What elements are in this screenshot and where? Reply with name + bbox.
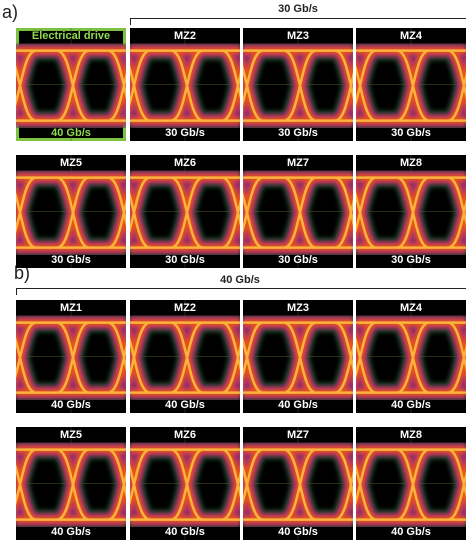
eye-trace (130, 28, 240, 141)
figure: a) 30 Gb/s b) 40 Gb/s Electrical drive40… (0, 0, 466, 541)
bit-rate: 40 Gb/s (243, 526, 353, 538)
eye-diagram: MZ5 40 Gb/s (16, 427, 126, 540)
eye-trace (130, 427, 240, 540)
eye-diagram: MZ6 30 Gb/s (130, 155, 240, 268)
bit-rate: 30 Gb/s (16, 254, 126, 266)
bracket-label: 40 Gb/s (220, 274, 260, 286)
panel-label: a) (2, 2, 18, 23)
bracket (16, 288, 466, 295)
eye-trace (16, 28, 126, 141)
panel-name: MZ5 (16, 429, 126, 441)
eye-diagram: MZ3 30 Gb/s (243, 28, 353, 141)
eye-trace (243, 300, 353, 413)
bit-rate: 30 Gb/s (130, 254, 240, 266)
eye-trace (16, 427, 126, 540)
eye-trace (356, 28, 466, 141)
eye-diagram: MZ2 30 Gb/s (130, 28, 240, 141)
eye-diagram: MZ7 40 Gb/s (243, 427, 353, 540)
eye-diagram: MZ7 30 Gb/s (243, 155, 353, 268)
panel-name: MZ6 (130, 429, 240, 441)
eye-trace (16, 300, 126, 413)
bit-rate: 30 Gb/s (356, 127, 466, 139)
eye-diagram: MZ8 40 Gb/s (356, 427, 466, 540)
bit-rate: 40 Gb/s (356, 526, 466, 538)
eye-diagram: MZ1 40 Gb/s (16, 300, 126, 413)
bracket (130, 18, 466, 25)
eye-diagram: MZ4 40 Gb/s (356, 300, 466, 413)
bit-rate: 40 Gb/s (16, 127, 126, 139)
eye-diagram: MZ8 30 Gb/s (356, 155, 466, 268)
panel-name: MZ3 (243, 30, 353, 42)
panel-name: MZ5 (16, 157, 126, 169)
bit-rate: 30 Gb/s (356, 254, 466, 266)
panel-name: MZ6 (130, 157, 240, 169)
bit-rate: 40 Gb/s (356, 399, 466, 411)
eye-diagram: MZ3 40 Gb/s (243, 300, 353, 413)
panel-name: MZ2 (130, 30, 240, 42)
eye-trace (130, 300, 240, 413)
eye-trace (243, 427, 353, 540)
bit-rate: 30 Gb/s (243, 254, 353, 266)
panel-name: MZ4 (356, 30, 466, 42)
eye-diagram: Electrical drive 40 Gb/s (16, 28, 126, 141)
eye-trace (356, 155, 466, 268)
panel-name: MZ1 (16, 302, 126, 314)
eye-trace (16, 155, 126, 268)
bit-rate: 40 Gb/s (243, 399, 353, 411)
eye-diagram: MZ6 40 Gb/s (130, 427, 240, 540)
eye-trace (356, 300, 466, 413)
eye-trace (243, 28, 353, 141)
panel-name: MZ3 (243, 302, 353, 314)
eye-trace (130, 155, 240, 268)
eye-diagram: MZ4 30 Gb/s (356, 28, 466, 141)
panel-name: Electrical drive (16, 30, 126, 42)
eye-diagram: MZ2 40 Gb/s (130, 300, 240, 413)
bit-rate: 30 Gb/s (243, 127, 353, 139)
eye-trace (243, 155, 353, 268)
bit-rate: 30 Gb/s (130, 127, 240, 139)
bit-rate: 40 Gb/s (130, 399, 240, 411)
eye-trace (356, 427, 466, 540)
panel-name: MZ7 (243, 157, 353, 169)
panel-name: MZ8 (356, 429, 466, 441)
bit-rate: 40 Gb/s (16, 526, 126, 538)
bit-rate: 40 Gb/s (130, 526, 240, 538)
panel-name: MZ8 (356, 157, 466, 169)
bit-rate: 40 Gb/s (16, 399, 126, 411)
bracket-label: 30 Gb/s (278, 3, 318, 15)
panel-name: MZ2 (130, 302, 240, 314)
panel-name: MZ4 (356, 302, 466, 314)
panel-name: MZ7 (243, 429, 353, 441)
eye-diagram: MZ5 30 Gb/s (16, 155, 126, 268)
